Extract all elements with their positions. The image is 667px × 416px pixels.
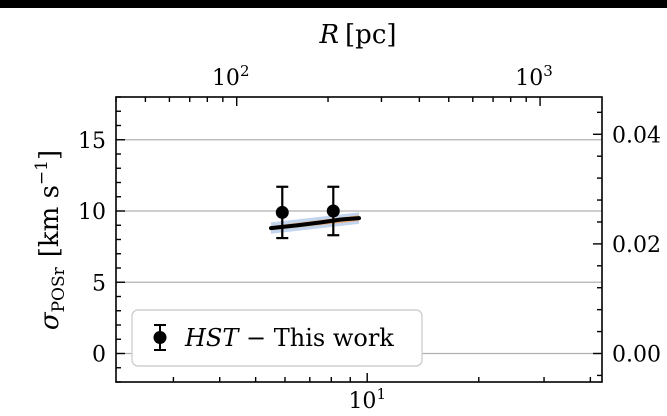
bottom-tick-label: 101 <box>348 385 386 414</box>
left-axis-label: σPOSr[km s−1] <box>32 150 69 330</box>
top-tick-label: 103 <box>515 62 553 91</box>
left-tick-label: 15 <box>78 129 106 154</box>
legend: HST − This work <box>131 309 423 367</box>
model-curve <box>269 216 361 231</box>
axis-ticks <box>115 96 602 383</box>
left-tick-label: 5 <box>92 271 106 296</box>
legend-entry-hst: HST − This work <box>184 324 394 352</box>
top-tick-label: 102 <box>212 62 250 91</box>
right-tick-label: 0.04 <box>612 123 661 148</box>
right-tick-label: 0.02 <box>612 233 661 258</box>
left-tick-label: 10 <box>78 200 106 225</box>
legend-marker <box>153 331 167 344</box>
legend-box <box>131 309 423 367</box>
data-point <box>275 205 289 219</box>
data-points <box>275 185 340 240</box>
left-tick-label: 0 <box>92 343 106 368</box>
top-axis-label: R [pc] <box>318 20 396 50</box>
top-black-bar <box>0 0 667 8</box>
data-point <box>326 204 340 218</box>
right-tick-label: 0.00 <box>612 343 661 368</box>
